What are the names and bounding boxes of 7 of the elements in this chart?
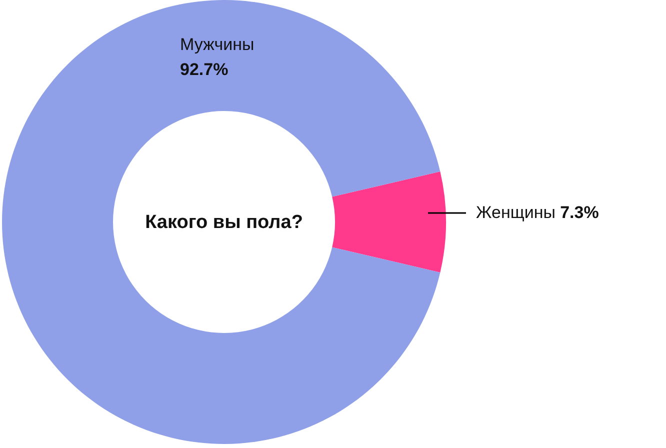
donut-slice (2, 0, 440, 444)
text: Какого вы пола? (145, 212, 303, 233)
donut-slice (332, 172, 446, 272)
data-label: 92.7% (180, 60, 228, 79)
data-label: 7.3% (560, 203, 599, 222)
slice-label: Мужчины (180, 35, 254, 54)
slice-label: Женщины (476, 203, 556, 222)
